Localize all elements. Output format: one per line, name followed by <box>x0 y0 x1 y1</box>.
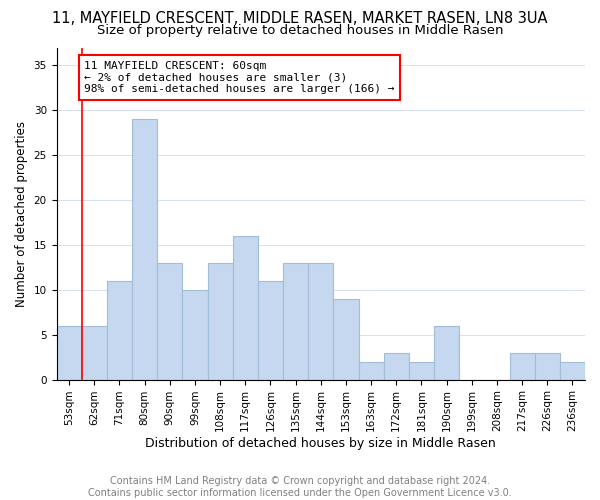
Text: 11 MAYFIELD CRESCENT: 60sqm
← 2% of detached houses are smaller (3)
98% of semi-: 11 MAYFIELD CRESCENT: 60sqm ← 2% of deta… <box>84 61 395 94</box>
Text: Size of property relative to detached houses in Middle Rasen: Size of property relative to detached ho… <box>97 24 503 37</box>
Bar <box>283 263 308 380</box>
Bar <box>132 120 157 380</box>
Text: Contains HM Land Registry data © Crown copyright and database right 2024.
Contai: Contains HM Land Registry data © Crown c… <box>88 476 512 498</box>
Bar <box>182 290 208 380</box>
Y-axis label: Number of detached properties: Number of detached properties <box>15 120 28 306</box>
Bar <box>383 352 409 380</box>
X-axis label: Distribution of detached houses by size in Middle Rasen: Distribution of detached houses by size … <box>145 437 496 450</box>
Bar <box>409 362 434 380</box>
Bar <box>308 263 334 380</box>
Bar <box>56 326 82 380</box>
Bar <box>560 362 585 380</box>
Text: 11, MAYFIELD CRESCENT, MIDDLE RASEN, MARKET RASEN, LN8 3UA: 11, MAYFIELD CRESCENT, MIDDLE RASEN, MAR… <box>52 11 548 26</box>
Bar <box>157 263 182 380</box>
Bar <box>258 281 283 380</box>
Bar <box>535 352 560 380</box>
Bar <box>208 263 233 380</box>
Bar <box>334 299 359 380</box>
Bar <box>107 281 132 380</box>
Bar <box>233 236 258 380</box>
Bar <box>359 362 383 380</box>
Bar <box>509 352 535 380</box>
Bar <box>434 326 459 380</box>
Bar <box>82 326 107 380</box>
